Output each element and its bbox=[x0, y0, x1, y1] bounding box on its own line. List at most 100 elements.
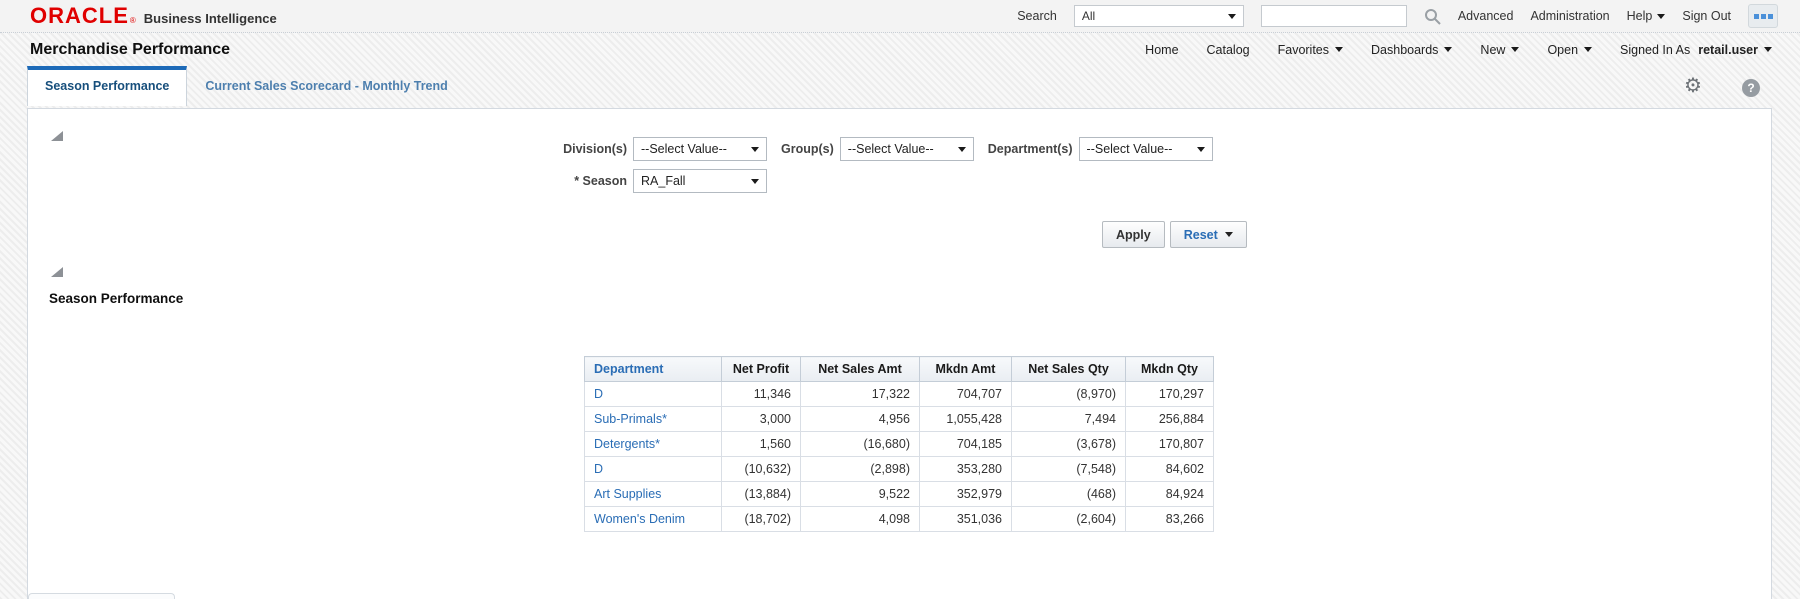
nav-item-favorites[interactable]: Favorites bbox=[1278, 43, 1344, 57]
user-name: retail.user bbox=[1698, 42, 1758, 57]
prompt-row-1: Division(s) --Select Value-- Group(s) --… bbox=[467, 137, 1213, 161]
department-cell[interactable]: Detergents* bbox=[584, 431, 722, 457]
nav-item-label: Dashboards bbox=[1371, 42, 1439, 57]
department-cell[interactable]: Women's Denim bbox=[584, 506, 722, 532]
collapse-section-icon[interactable] bbox=[51, 267, 63, 277]
search-icon[interactable] bbox=[1424, 8, 1441, 25]
search-scope-select[interactable]: All bbox=[1073, 5, 1244, 27]
value-cell: 7,494 bbox=[1011, 406, 1126, 432]
chevron-down-icon bbox=[1227, 13, 1236, 19]
value-cell: (18,702) bbox=[721, 506, 801, 532]
chevron-down-icon bbox=[751, 146, 759, 152]
column-header-net-sales-amt: Net Sales Amt bbox=[800, 356, 920, 382]
group-select[interactable]: --Select Value-- bbox=[839, 137, 974, 161]
chevron-down-icon bbox=[1764, 47, 1772, 52]
help-menu-label: Help bbox=[1626, 9, 1653, 23]
table-row: Sub-Primals* 3,000 4,956 1,055,428 7,494 256,… bbox=[584, 406, 1214, 432]
division-label: Division(s) bbox=[563, 142, 627, 156]
gear-icon[interactable]: ⚙ bbox=[1684, 75, 1702, 97]
prompt-buttons: Apply Reset bbox=[1102, 221, 1247, 248]
user-menu[interactable]: retail.user bbox=[1698, 43, 1772, 57]
column-header-net-profit: Net Profit bbox=[721, 356, 801, 382]
help-menu[interactable]: Help bbox=[1627, 9, 1666, 23]
nav-item-open[interactable]: Open bbox=[1547, 42, 1593, 57]
signed-in-as: Signed In As retail.user bbox=[1620, 43, 1772, 57]
tab-season-performance[interactable]: Season Performance bbox=[27, 66, 188, 106]
value-cell: 170,297 bbox=[1125, 381, 1214, 407]
value-cell: (3,678) bbox=[1011, 431, 1126, 457]
nav-item-new[interactable]: New bbox=[1480, 43, 1520, 57]
nav-item-home[interactable]: Home bbox=[1145, 42, 1179, 57]
tab-current-sales-scorecard[interactable]: Current Sales Scorecard - Monthly Trend bbox=[205, 79, 448, 93]
chevron-down-icon bbox=[957, 146, 966, 152]
value-cell: (7,548) bbox=[1011, 456, 1126, 482]
reset-button[interactable]: Reset bbox=[1169, 221, 1247, 248]
column-header-net-sales-qty: Net Sales Qty bbox=[1011, 356, 1126, 382]
administration-link[interactable]: Administration bbox=[1530, 9, 1610, 23]
global-header: ORACLE ® Business Intelligence Search All… bbox=[0, 0, 1800, 33]
value-cell: 4,098 bbox=[800, 506, 920, 532]
season-select[interactable]: RA_Fall bbox=[633, 169, 767, 193]
oracle-logo: ORACLE bbox=[30, 3, 129, 28]
product-name: Business Intelligence bbox=[143, 11, 277, 26]
department-cell[interactable]: D bbox=[584, 456, 722, 482]
value-cell: 352,979 bbox=[919, 481, 1012, 507]
division-select[interactable]: --Select Value-- bbox=[633, 137, 767, 161]
value-cell: 11,346 bbox=[721, 381, 801, 407]
value-cell: 170,807 bbox=[1125, 431, 1214, 457]
apply-button[interactable]: Apply bbox=[1102, 221, 1165, 248]
department-select[interactable]: --Select Value-- bbox=[1078, 137, 1213, 161]
chevron-down-icon bbox=[1224, 232, 1233, 237]
season-label: * Season bbox=[574, 174, 627, 188]
advanced-link[interactable]: Advanced bbox=[1457, 9, 1514, 23]
table-header-row: Department Net Profit Net Sales Amt Mkdn… bbox=[584, 356, 1214, 382]
dashboard-content-panel: Division(s) --Select Value-- Group(s) --… bbox=[27, 108, 1772, 599]
help-icon[interactable]: ? bbox=[1742, 79, 1760, 97]
value-cell: (2,604) bbox=[1011, 506, 1126, 532]
nav-item-catalog[interactable]: Catalog bbox=[1206, 42, 1250, 57]
chevron-down-icon bbox=[1584, 47, 1593, 52]
chevron-down-icon bbox=[751, 178, 759, 184]
dashboard-nav: Home Catalog Favorites Dashboards New Op… bbox=[1145, 43, 1800, 57]
search-input[interactable] bbox=[1260, 5, 1407, 27]
chevron-down-icon bbox=[1335, 47, 1344, 52]
table-row: Women's Denim (18,702) 4,098 351,036 (2,604)… bbox=[584, 506, 1214, 532]
column-header-mkdn-amt: Mkdn Amt bbox=[919, 356, 1012, 382]
value-cell: 351,036 bbox=[919, 506, 1012, 532]
collapse-prompts-icon[interactable] bbox=[51, 131, 63, 141]
value-cell: 84,602 bbox=[1125, 456, 1214, 482]
value-cell: (13,884) bbox=[721, 481, 801, 507]
next-section-edge bbox=[28, 593, 175, 599]
value-cell: (8,970) bbox=[1011, 381, 1126, 407]
value-cell: 84,924 bbox=[1125, 481, 1214, 507]
group-label: Group(s) bbox=[781, 142, 834, 156]
table-body: D 11,346 17,322 704,707 (8,970) 170,297 Sub-Pr… bbox=[584, 381, 1214, 532]
value-cell: 256,884 bbox=[1125, 406, 1214, 432]
signed-in-as-label: Signed In As bbox=[1620, 42, 1691, 57]
prompt-row-2: * Season RA_Fall bbox=[467, 169, 767, 193]
apps-grid-icon[interactable] bbox=[1748, 4, 1778, 28]
value-cell: 9,522 bbox=[800, 481, 920, 507]
dashboard-tabs: Season Performance Current Sales Scoreca… bbox=[27, 66, 466, 106]
nav-item-dashboards[interactable]: Dashboards bbox=[1371, 42, 1453, 57]
registered-mark: ® bbox=[129, 16, 136, 25]
division-select-value: --Select Value-- bbox=[641, 142, 727, 156]
table-row: Detergents* 1,560 (16,680) 704,185 (3,678) 17… bbox=[584, 431, 1214, 457]
section-title: Season Performance bbox=[49, 291, 184, 306]
department-cell[interactable]: Art Supplies bbox=[584, 481, 722, 507]
value-cell: (10,632) bbox=[721, 456, 801, 482]
table-row: D 11,346 17,322 704,707 (8,970) 170,297 bbox=[584, 381, 1214, 407]
column-header-mkdn-qty: Mkdn Qty bbox=[1125, 356, 1214, 382]
department-cell[interactable]: D bbox=[584, 381, 722, 407]
value-cell: 1,560 bbox=[721, 431, 801, 457]
season-performance-table: Department Net Profit Net Sales Amt Mkdn… bbox=[584, 356, 1214, 532]
nav-item-label: Open bbox=[1547, 42, 1579, 57]
value-cell: 17,322 bbox=[800, 381, 920, 407]
department-cell[interactable]: Sub-Primals* bbox=[584, 406, 722, 432]
column-header-department[interactable]: Department bbox=[584, 356, 722, 382]
sign-out-link[interactable]: Sign Out bbox=[1682, 9, 1731, 23]
department-select-value: --Select Value-- bbox=[1086, 142, 1173, 156]
season-select-value: RA_Fall bbox=[641, 174, 686, 188]
page-title: Merchandise Performance bbox=[30, 40, 231, 58]
